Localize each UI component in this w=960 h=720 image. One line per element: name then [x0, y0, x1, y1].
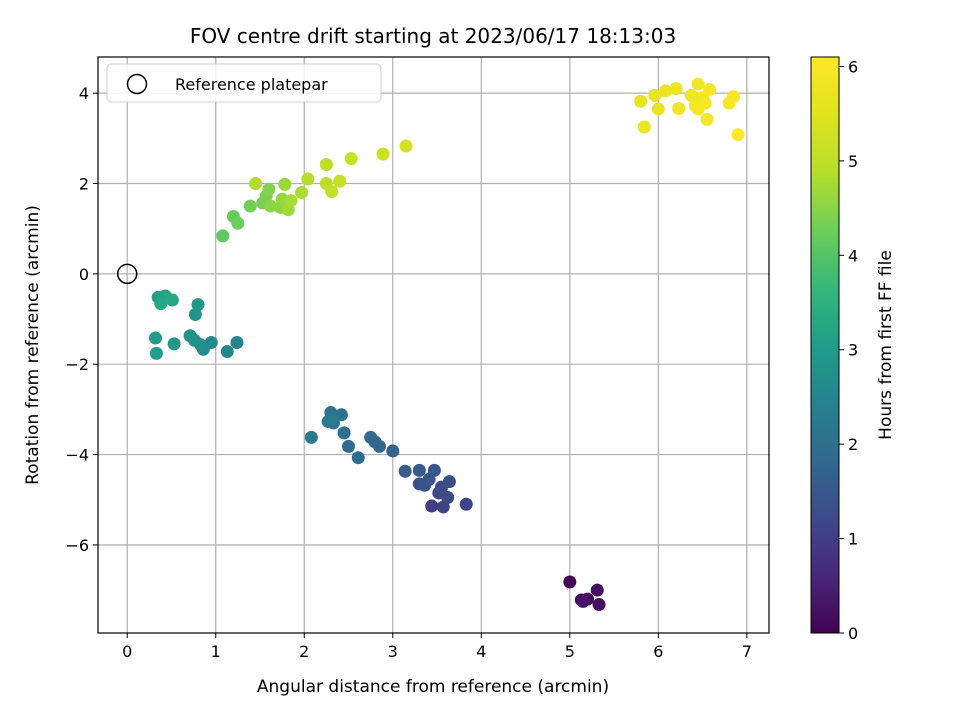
- y-tick-label: −2: [65, 355, 89, 374]
- x-tick-label: 5: [565, 642, 575, 661]
- data-point: [727, 90, 741, 104]
- data-point: [412, 463, 426, 477]
- colorbar-label: Hours from first FF file: [876, 250, 896, 440]
- data-point: [576, 594, 590, 608]
- data-point: [301, 172, 315, 186]
- data-point: [333, 174, 347, 188]
- data-point: [386, 444, 400, 458]
- y-axis-label: Rotation from reference (arcmin): [23, 205, 43, 485]
- colorbar-tick-label: 5: [848, 152, 858, 171]
- data-point: [249, 176, 263, 190]
- data-point: [669, 82, 683, 96]
- data-point: [262, 182, 276, 196]
- data-point: [651, 102, 665, 116]
- x-tick-label: 6: [653, 642, 663, 661]
- data-point: [658, 84, 672, 98]
- data-point: [278, 177, 292, 191]
- x-tick-label: 7: [742, 642, 752, 661]
- colorbar-tick-label: 1: [848, 530, 858, 549]
- x-tick-label: 2: [299, 642, 309, 661]
- colorbar-tick-label: 0: [848, 624, 858, 643]
- data-point: [154, 297, 168, 311]
- data-point: [326, 412, 340, 426]
- colorbar-gradient: [810, 56, 840, 634]
- data-point: [563, 575, 577, 589]
- data-point: [165, 293, 179, 307]
- colorbar: 0 1 2 3 4 5 6 Hours from first FF file: [810, 56, 896, 643]
- data-point: [427, 463, 441, 477]
- colorbar-ticks: 0 1 2 3 4 5 6: [839, 57, 858, 643]
- data-point: [364, 430, 378, 444]
- data-point: [342, 439, 356, 453]
- data-point: [325, 185, 339, 199]
- data-point: [230, 336, 244, 350]
- data-point: [672, 102, 686, 116]
- data-point: [691, 77, 705, 91]
- data-point: [637, 120, 651, 134]
- data-point: [441, 490, 455, 504]
- data-point: [731, 128, 745, 142]
- data-point: [216, 229, 230, 243]
- x-tick-label: 1: [211, 642, 221, 661]
- x-axis-label: Angular distance from reference (arcmin): [257, 677, 609, 697]
- data-point: [188, 308, 202, 322]
- data-point: [191, 298, 205, 312]
- y-tick-label: 0: [79, 265, 89, 284]
- plot-frame: [97, 56, 770, 634]
- data-point: [337, 426, 351, 440]
- x-axis-ticks: 0 1 2 3 4 5 6 7: [122, 633, 752, 661]
- reference-platepar-marker: [116, 263, 138, 285]
- data-point: [700, 112, 714, 126]
- data-point: [183, 329, 197, 343]
- legend-label-reference: Reference platepar: [175, 75, 328, 94]
- legend: Reference platepar: [106, 63, 382, 103]
- data-point: [634, 94, 648, 108]
- data-point: [648, 88, 662, 102]
- y-tick-label: 2: [79, 174, 89, 193]
- chart-title: FOV centre drift starting at 2023/06/17 …: [190, 24, 676, 48]
- data-point: [592, 598, 606, 612]
- y-axis-ticks: −6 −4 −2 0 2 4: [65, 84, 98, 555]
- data-point: [344, 152, 358, 166]
- data-point: [295, 186, 309, 200]
- data-point: [319, 158, 333, 172]
- y-tick-label: 4: [79, 84, 89, 103]
- data-point: [284, 194, 298, 208]
- data-point: [304, 430, 318, 444]
- data-point: [590, 583, 604, 597]
- colorbar-tick-label: 2: [848, 435, 858, 454]
- data-point: [425, 499, 439, 513]
- colorbar-tick-label: 3: [848, 341, 858, 360]
- y-tick-label: −6: [65, 536, 89, 555]
- colorbar-tick-label: 6: [848, 57, 858, 76]
- data-point: [231, 216, 245, 230]
- data-point: [684, 88, 698, 102]
- data-point: [703, 83, 717, 97]
- data-point: [376, 147, 390, 161]
- data-point: [243, 199, 257, 213]
- colorbar-tick-label: 4: [848, 246, 858, 265]
- data-point: [167, 337, 181, 351]
- data-point: [459, 497, 473, 511]
- data-point: [398, 464, 412, 478]
- data-point: [149, 331, 163, 345]
- x-tick-label: 4: [476, 642, 486, 661]
- x-tick-label: 3: [388, 642, 398, 661]
- data-point: [351, 451, 365, 465]
- data-point: [149, 346, 163, 360]
- data-point: [691, 102, 705, 116]
- x-tick-label: 0: [122, 642, 132, 661]
- data-point: [442, 475, 456, 489]
- data-point: [220, 345, 234, 359]
- data-point: [399, 139, 413, 153]
- data-points: [116, 77, 745, 612]
- data-point: [264, 199, 278, 213]
- y-tick-label: −4: [65, 446, 89, 465]
- legend-marker-reference: [126, 73, 148, 95]
- legend-box: [106, 63, 382, 103]
